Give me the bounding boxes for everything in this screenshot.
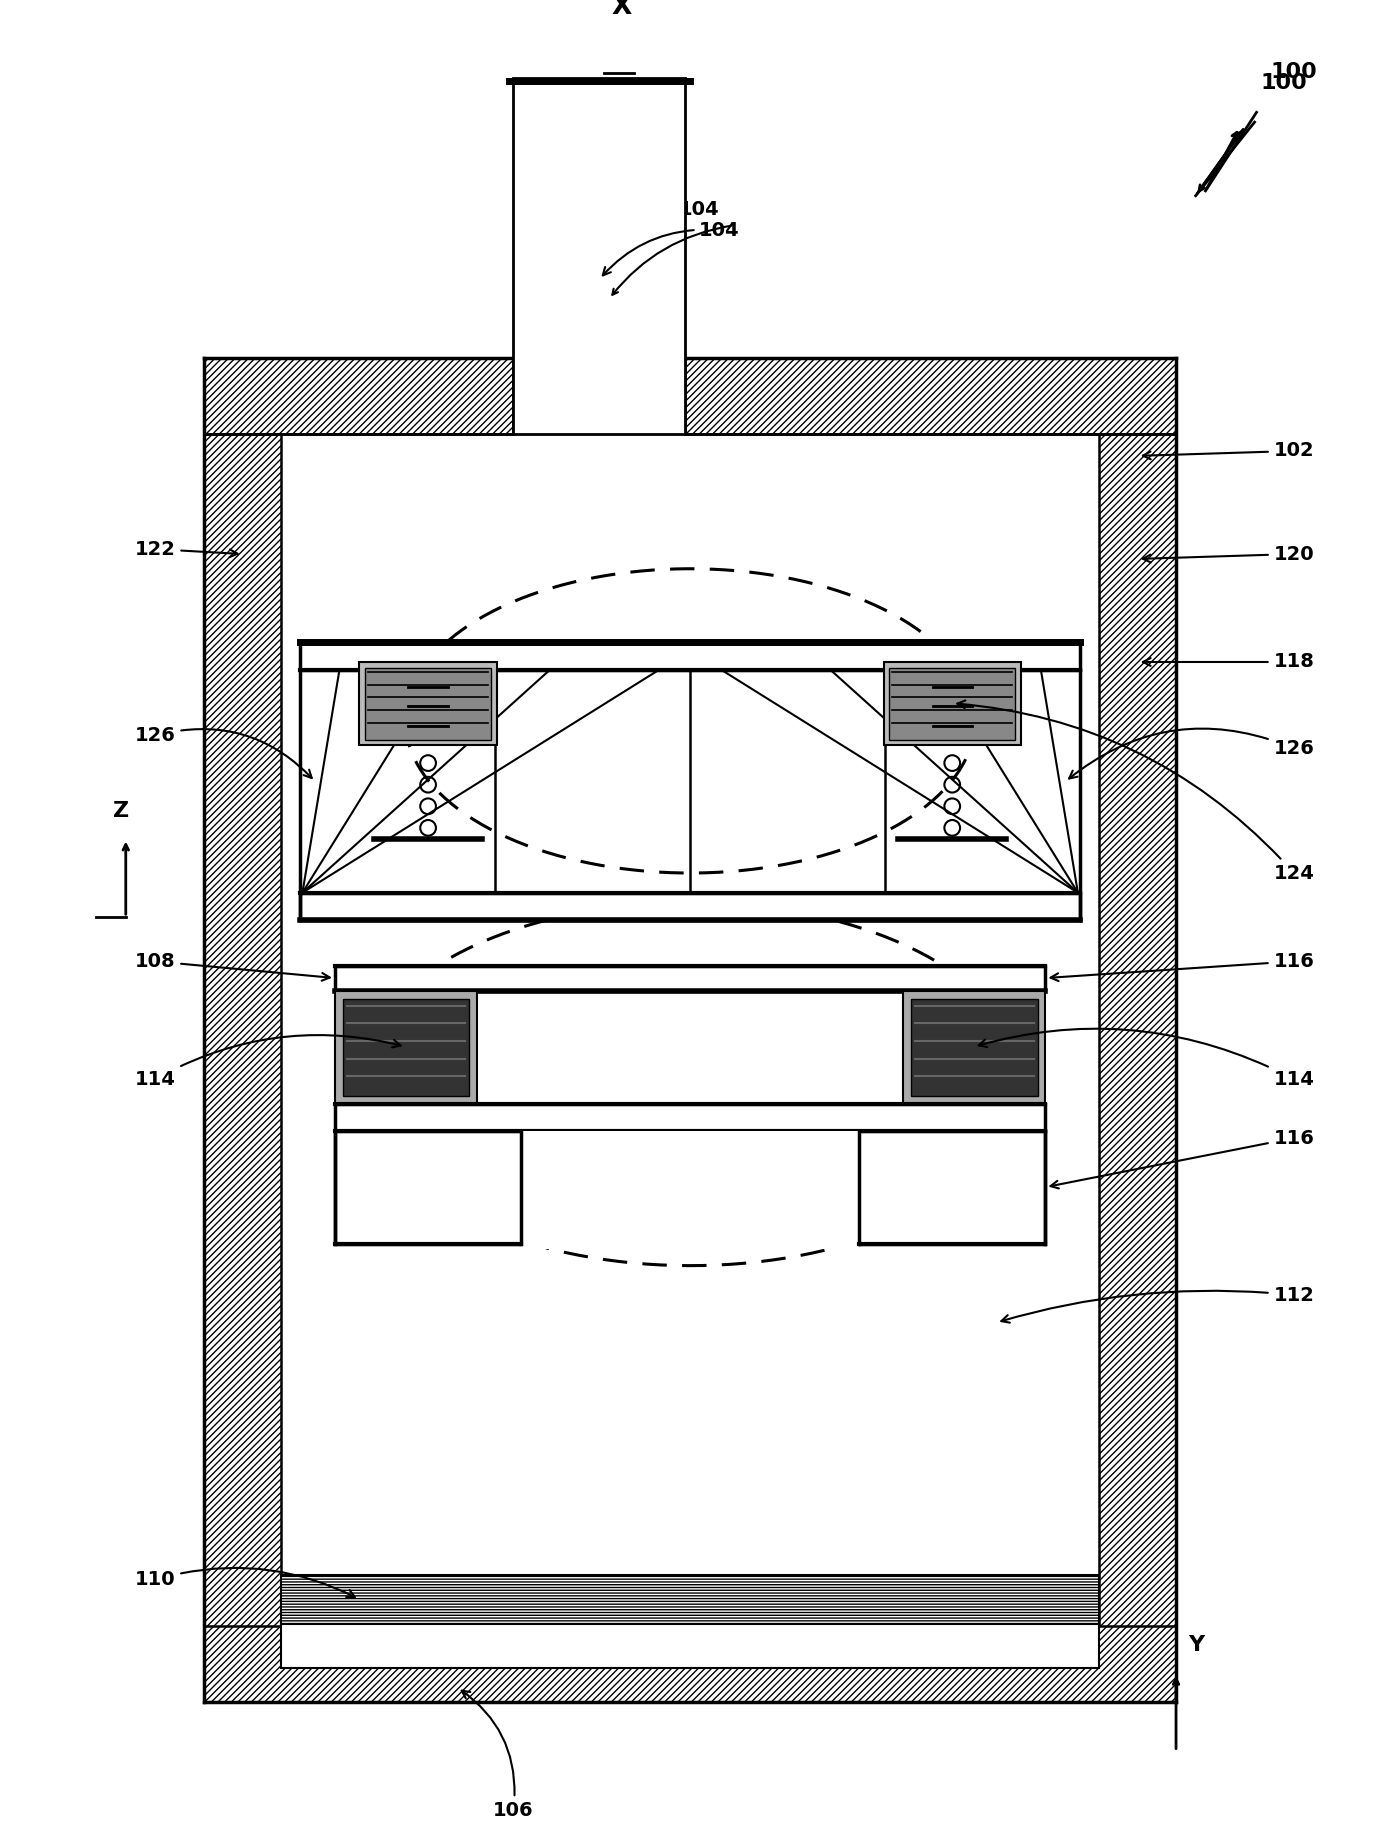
Bar bbox=[301, 892, 1079, 920]
Bar bbox=[204, 1625, 1176, 1702]
Bar bbox=[204, 357, 281, 1702]
Bar bbox=[884, 661, 1021, 746]
Text: 116: 116 bbox=[1050, 1129, 1314, 1189]
Bar bbox=[281, 1576, 1099, 1623]
Bar bbox=[204, 357, 513, 434]
Text: 104: 104 bbox=[679, 200, 720, 220]
Text: 100: 100 bbox=[1271, 62, 1317, 82]
Text: 104: 104 bbox=[603, 220, 740, 275]
Text: 120: 120 bbox=[1142, 544, 1314, 564]
Text: 112: 112 bbox=[1001, 1286, 1314, 1323]
Bar bbox=[336, 991, 477, 1103]
Text: 108: 108 bbox=[134, 953, 330, 980]
Bar bbox=[889, 669, 1015, 740]
Bar bbox=[336, 1130, 1046, 1244]
Text: 102: 102 bbox=[1142, 442, 1314, 460]
Bar bbox=[903, 991, 1046, 1103]
Text: 114: 114 bbox=[134, 1035, 401, 1088]
Bar bbox=[1099, 357, 1176, 1702]
Text: 126: 126 bbox=[134, 725, 312, 779]
Bar bbox=[513, 357, 685, 434]
Bar bbox=[281, 1623, 1099, 1669]
Bar bbox=[281, 434, 1099, 1625]
Text: X: X bbox=[611, 0, 632, 20]
Bar bbox=[365, 669, 491, 740]
Bar bbox=[359, 661, 496, 746]
Text: 110: 110 bbox=[134, 1568, 355, 1598]
Bar bbox=[521, 1130, 858, 1249]
Text: Z: Z bbox=[113, 801, 129, 821]
Text: 100: 100 bbox=[1261, 73, 1307, 93]
Text: 106: 106 bbox=[461, 1691, 534, 1819]
Bar bbox=[301, 643, 1079, 671]
Text: 114: 114 bbox=[979, 1030, 1314, 1088]
Text: 118: 118 bbox=[1142, 652, 1314, 672]
Text: 116: 116 bbox=[1050, 953, 1314, 982]
Bar bbox=[685, 357, 1176, 434]
Text: 124: 124 bbox=[958, 700, 1314, 883]
Bar bbox=[911, 998, 1037, 1096]
Bar bbox=[336, 1103, 1046, 1130]
Bar bbox=[513, 79, 685, 434]
Bar bbox=[343, 998, 470, 1096]
Bar bbox=[336, 965, 1046, 991]
Text: Y: Y bbox=[1188, 1636, 1204, 1656]
Text: 126: 126 bbox=[1069, 729, 1314, 779]
Text: 122: 122 bbox=[134, 540, 238, 559]
